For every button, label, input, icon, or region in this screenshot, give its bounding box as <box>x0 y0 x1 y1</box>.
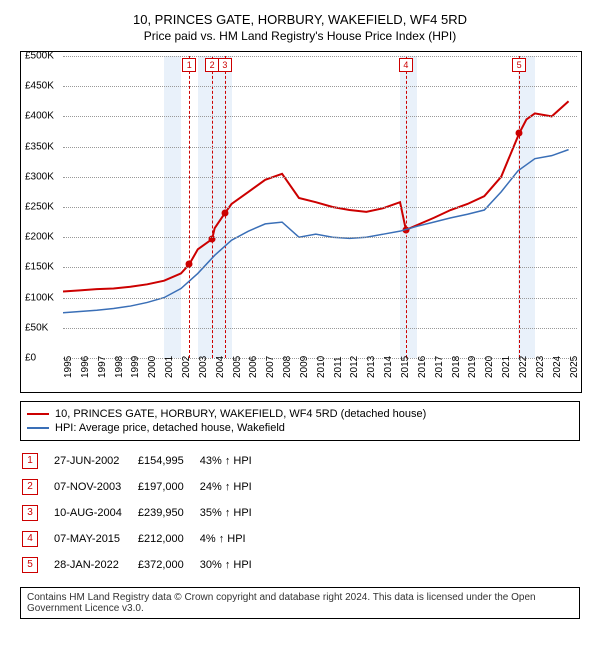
y-tick-label: £500K <box>25 51 54 62</box>
legend-swatch <box>27 413 49 415</box>
legend: 10, PRINCES GATE, HORBURY, WAKEFIELD, WF… <box>20 401 580 441</box>
sale-delta: 24% ↑ HPI <box>200 475 266 499</box>
table-row: 127-JUN-2002£154,99543% ↑ HPI <box>22 449 266 473</box>
sale-n: 1 <box>22 449 52 473</box>
legend-label: 10, PRINCES GATE, HORBURY, WAKEFIELD, WF… <box>55 408 426 420</box>
sale-date: 27-JUN-2002 <box>54 449 136 473</box>
chart-subtitle: Price paid vs. HM Land Registry's House … <box>10 29 590 43</box>
sale-date: 28-JAN-2022 <box>54 553 136 577</box>
y-tick-label: £100K <box>25 292 54 303</box>
sales-table: 127-JUN-2002£154,99543% ↑ HPI207-NOV-200… <box>20 447 268 579</box>
gridline <box>63 267 577 268</box>
legend-row: HPI: Average price, detached house, Wake… <box>27 422 573 434</box>
sale-delta: 35% ↑ HPI <box>200 501 266 525</box>
x-tick-label: 2025 <box>569 356 597 378</box>
gridline <box>63 116 577 117</box>
y-tick-label: £150K <box>25 262 54 273</box>
gridline <box>63 147 577 148</box>
sale-price: £197,000 <box>138 475 198 499</box>
table-row: 207-NOV-2003£197,00024% ↑ HPI <box>22 475 266 499</box>
y-tick-label: £350K <box>25 141 54 152</box>
sale-n: 2 <box>22 475 52 499</box>
table-row: 407-MAY-2015£212,0004% ↑ HPI <box>22 527 266 551</box>
sale-n: 5 <box>22 553 52 577</box>
legend-row: 10, PRINCES GATE, HORBURY, WAKEFIELD, WF… <box>27 408 573 420</box>
legend-label: HPI: Average price, detached house, Wake… <box>55 422 285 434</box>
series-line <box>63 150 569 313</box>
gridline <box>63 207 577 208</box>
sale-date: 07-MAY-2015 <box>54 527 136 551</box>
y-tick-label: £250K <box>25 202 54 213</box>
chart-title: 10, PRINCES GATE, HORBURY, WAKEFIELD, WF… <box>10 12 590 27</box>
sale-price: £372,000 <box>138 553 198 577</box>
gridline <box>63 237 577 238</box>
sale-delta: 4% ↑ HPI <box>200 527 266 551</box>
sale-date: 10-AUG-2004 <box>54 501 136 525</box>
table-row: 310-AUG-2004£239,95035% ↑ HPI <box>22 501 266 525</box>
footnote: Contains HM Land Registry data © Crown c… <box>20 587 580 619</box>
gridline <box>63 298 577 299</box>
sale-price: £154,995 <box>138 449 198 473</box>
y-tick-label: £200K <box>25 232 54 243</box>
sale-delta: 43% ↑ HPI <box>200 449 266 473</box>
sale-n: 4 <box>22 527 52 551</box>
sale-n: 3 <box>22 501 52 525</box>
legend-swatch <box>27 427 49 429</box>
chart-area: 12345 £0£50K£100K£150K£200K£250K£300K£35… <box>20 51 582 393</box>
sale-date: 07-NOV-2003 <box>54 475 136 499</box>
table-row: 528-JAN-2022£372,00030% ↑ HPI <box>22 553 266 577</box>
y-tick-label: £450K <box>25 81 54 92</box>
gridline <box>63 56 577 57</box>
gridline <box>63 177 577 178</box>
y-tick-label: £50K <box>25 322 48 333</box>
y-tick-label: £300K <box>25 171 54 182</box>
y-tick-label: £400K <box>25 111 54 122</box>
sale-price: £239,950 <box>138 501 198 525</box>
sale-price: £212,000 <box>138 527 198 551</box>
y-tick-label: £0 <box>25 353 36 364</box>
sale-delta: 30% ↑ HPI <box>200 553 266 577</box>
series-line <box>63 101 569 291</box>
gridline <box>63 328 577 329</box>
gridline <box>63 86 577 87</box>
